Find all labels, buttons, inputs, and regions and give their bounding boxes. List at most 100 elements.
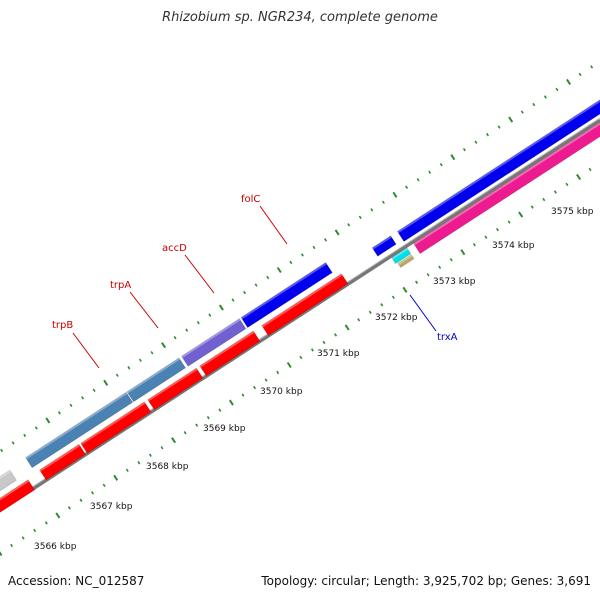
gene-feature-small-blue[interactable] <box>371 235 397 257</box>
kbp-label: 3572 kbp <box>375 313 418 323</box>
tick-mark <box>127 366 131 370</box>
tick-mark <box>347 223 351 227</box>
tick-mark <box>344 324 350 331</box>
tick-mark <box>286 361 292 369</box>
tick-mark <box>391 295 395 299</box>
gene-feature-gray-highlight <box>0 470 11 480</box>
tick-mark <box>113 474 119 481</box>
tick-mark <box>439 162 443 167</box>
tick-mark <box>0 551 3 557</box>
tick-mark <box>565 182 569 187</box>
tick-mark <box>588 167 592 172</box>
kbp-label: 3566 kbp <box>34 542 77 552</box>
gene-feature-magenta-highlight <box>413 122 600 246</box>
kbp-label: 3569 kbp <box>203 424 246 434</box>
gene-label-folC[interactable]: folC <box>241 194 260 205</box>
gene-feature-blue-long[interactable] <box>396 93 600 243</box>
gene-feature-blue-long-highlight <box>397 99 600 234</box>
gene-feature-red[interactable] <box>199 330 261 377</box>
tick-mark <box>358 215 362 220</box>
tick-mark <box>368 310 372 315</box>
gene-feature-trpB-highlight <box>25 392 128 460</box>
gene-feature-accD-highlight <box>181 318 241 358</box>
tick-mark <box>310 348 314 352</box>
leader-line <box>72 332 100 369</box>
tick-mark <box>138 358 142 362</box>
tick-mark <box>334 333 338 337</box>
gene-feature-trpA-highlight <box>127 357 181 394</box>
tick-mark <box>450 154 456 161</box>
tick-mark <box>276 370 280 375</box>
gene-feature-accD[interactable] <box>180 318 247 367</box>
genome-summary: Topology: circular; Length: 3,925,702 bp… <box>261 574 591 588</box>
tick-mark <box>81 396 85 400</box>
tick-mark <box>69 403 73 408</box>
tick-mark <box>231 298 235 302</box>
tick-mark <box>160 446 164 450</box>
tick-mark <box>590 65 594 69</box>
tick-mark <box>381 200 385 204</box>
gene-label-trpB[interactable]: trpB <box>52 320 73 331</box>
tick-mark <box>508 116 514 123</box>
page-title: Rhizobium sp. NGR234, complete genome <box>162 10 438 25</box>
tick-mark <box>266 275 270 280</box>
tick-mark <box>405 185 409 189</box>
gene-feature-gray[interactable] <box>0 469 17 507</box>
gene-feature-trpB[interactable] <box>25 391 134 469</box>
gene-feature-red-highlight <box>0 479 30 501</box>
kbp-label: 3568 kbp <box>146 462 189 472</box>
gene-feature-khaki[interactable] <box>397 254 415 269</box>
tick-mark <box>520 110 524 114</box>
gene-feature-red-highlight <box>80 401 146 445</box>
tick-mark <box>392 191 398 198</box>
tick-mark <box>289 260 293 265</box>
tick-mark <box>460 249 466 256</box>
tick-mark <box>171 437 177 444</box>
gene-label-accD[interactable]: accD <box>162 243 187 254</box>
feature-track <box>0 93 600 523</box>
tick-mark <box>530 205 534 209</box>
gene-feature-trxA-highlight <box>391 247 408 260</box>
gene-feature-trxA[interactable] <box>391 247 412 265</box>
tick-mark <box>0 448 4 453</box>
tick-mark <box>474 140 478 144</box>
tick-mark <box>518 211 524 218</box>
tick-mark <box>496 227 499 232</box>
tick-mark <box>486 132 489 137</box>
tick-mark <box>55 512 61 519</box>
gene-feature-red[interactable] <box>39 443 87 481</box>
gene-label-trxA[interactable]: trxA <box>437 332 458 343</box>
tick-mark <box>44 521 48 525</box>
tick-mark <box>449 257 453 262</box>
tick-mark <box>241 393 245 397</box>
tick-mark <box>254 283 258 287</box>
tick-mark <box>543 95 547 99</box>
tick-mark <box>428 170 432 174</box>
gene-feature-magenta[interactable] <box>413 108 600 255</box>
gene-feature-red-highlight <box>39 444 81 472</box>
tick-mark <box>228 399 234 406</box>
gene-feature-red-highlight <box>147 368 198 402</box>
tick-mark <box>243 290 247 295</box>
gene-feature-folC[interactable] <box>240 261 333 329</box>
leader-line <box>184 254 215 294</box>
tick-mark <box>34 426 38 430</box>
tick-mark <box>45 417 51 424</box>
tick-mark <box>402 286 408 293</box>
gene-feature-red-highlight <box>261 273 343 328</box>
gene-feature-khaki-highlight <box>397 254 413 265</box>
gene-feature-red[interactable] <box>147 367 204 411</box>
gene-feature-red[interactable] <box>261 273 349 337</box>
tick-mark <box>380 303 384 307</box>
gene-label-trpA[interactable]: trpA <box>110 280 131 291</box>
tick-mark <box>115 373 119 377</box>
gene-feature-trpA[interactable] <box>126 357 187 403</box>
gene-feature-red[interactable] <box>80 401 152 454</box>
leader-line <box>409 294 437 332</box>
tick-mark <box>173 335 177 340</box>
tick-mark <box>33 528 37 533</box>
tick-mark <box>578 72 582 77</box>
gene-feature-red[interactable] <box>0 479 36 523</box>
tick-mark <box>218 408 222 412</box>
